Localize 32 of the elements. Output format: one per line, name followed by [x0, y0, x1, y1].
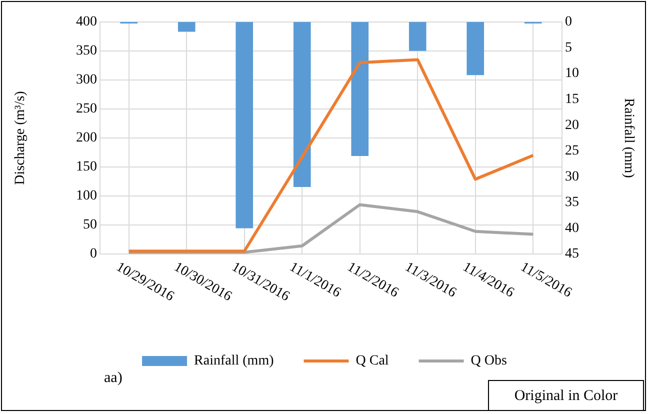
y-tick-label: 100: [76, 188, 97, 204]
y2-tick-label: 45: [565, 246, 579, 262]
bar: [178, 22, 196, 32]
legend-label: Q Cal: [356, 354, 389, 369]
legend-label: Q Obs: [470, 354, 507, 369]
y-tick-label: 400: [76, 14, 97, 30]
y2-tick-label: 5: [565, 40, 572, 56]
bar: [351, 22, 369, 156]
legend-label: Rainfall (mm): [194, 354, 274, 369]
y2-tick-label: 25: [565, 144, 579, 159]
bar: [466, 22, 484, 76]
y-tick-label: 350: [76, 44, 97, 59]
y2-tick-label: 40: [565, 220, 579, 236]
y2-tick-label: 30: [565, 169, 579, 184]
y2-tick-label: 15: [565, 92, 579, 108]
y2-tick-label: 10: [565, 66, 579, 82]
y2-tick-label: 35: [565, 195, 579, 210]
text: aa): [104, 370, 122, 386]
y-axis-title: Discharge (m³/s): [13, 90, 28, 185]
bar: [408, 22, 426, 51]
y-tick-label: 300: [76, 72, 97, 88]
y2-tick-label: 0: [565, 14, 572, 30]
y-tick-label: 200: [76, 130, 97, 146]
bar: [236, 22, 254, 228]
y-tick-label: 50: [83, 218, 97, 233]
y-tick-label: 0: [90, 246, 97, 262]
y-tick-label: 250: [76, 102, 97, 117]
bar: [293, 22, 311, 187]
y-tick-label: 150: [76, 160, 97, 175]
y2-axis-title: Rainfall (mm): [620, 98, 636, 178]
text: Original in Color: [514, 388, 618, 404]
y2-tick-label: 20: [565, 118, 579, 133]
